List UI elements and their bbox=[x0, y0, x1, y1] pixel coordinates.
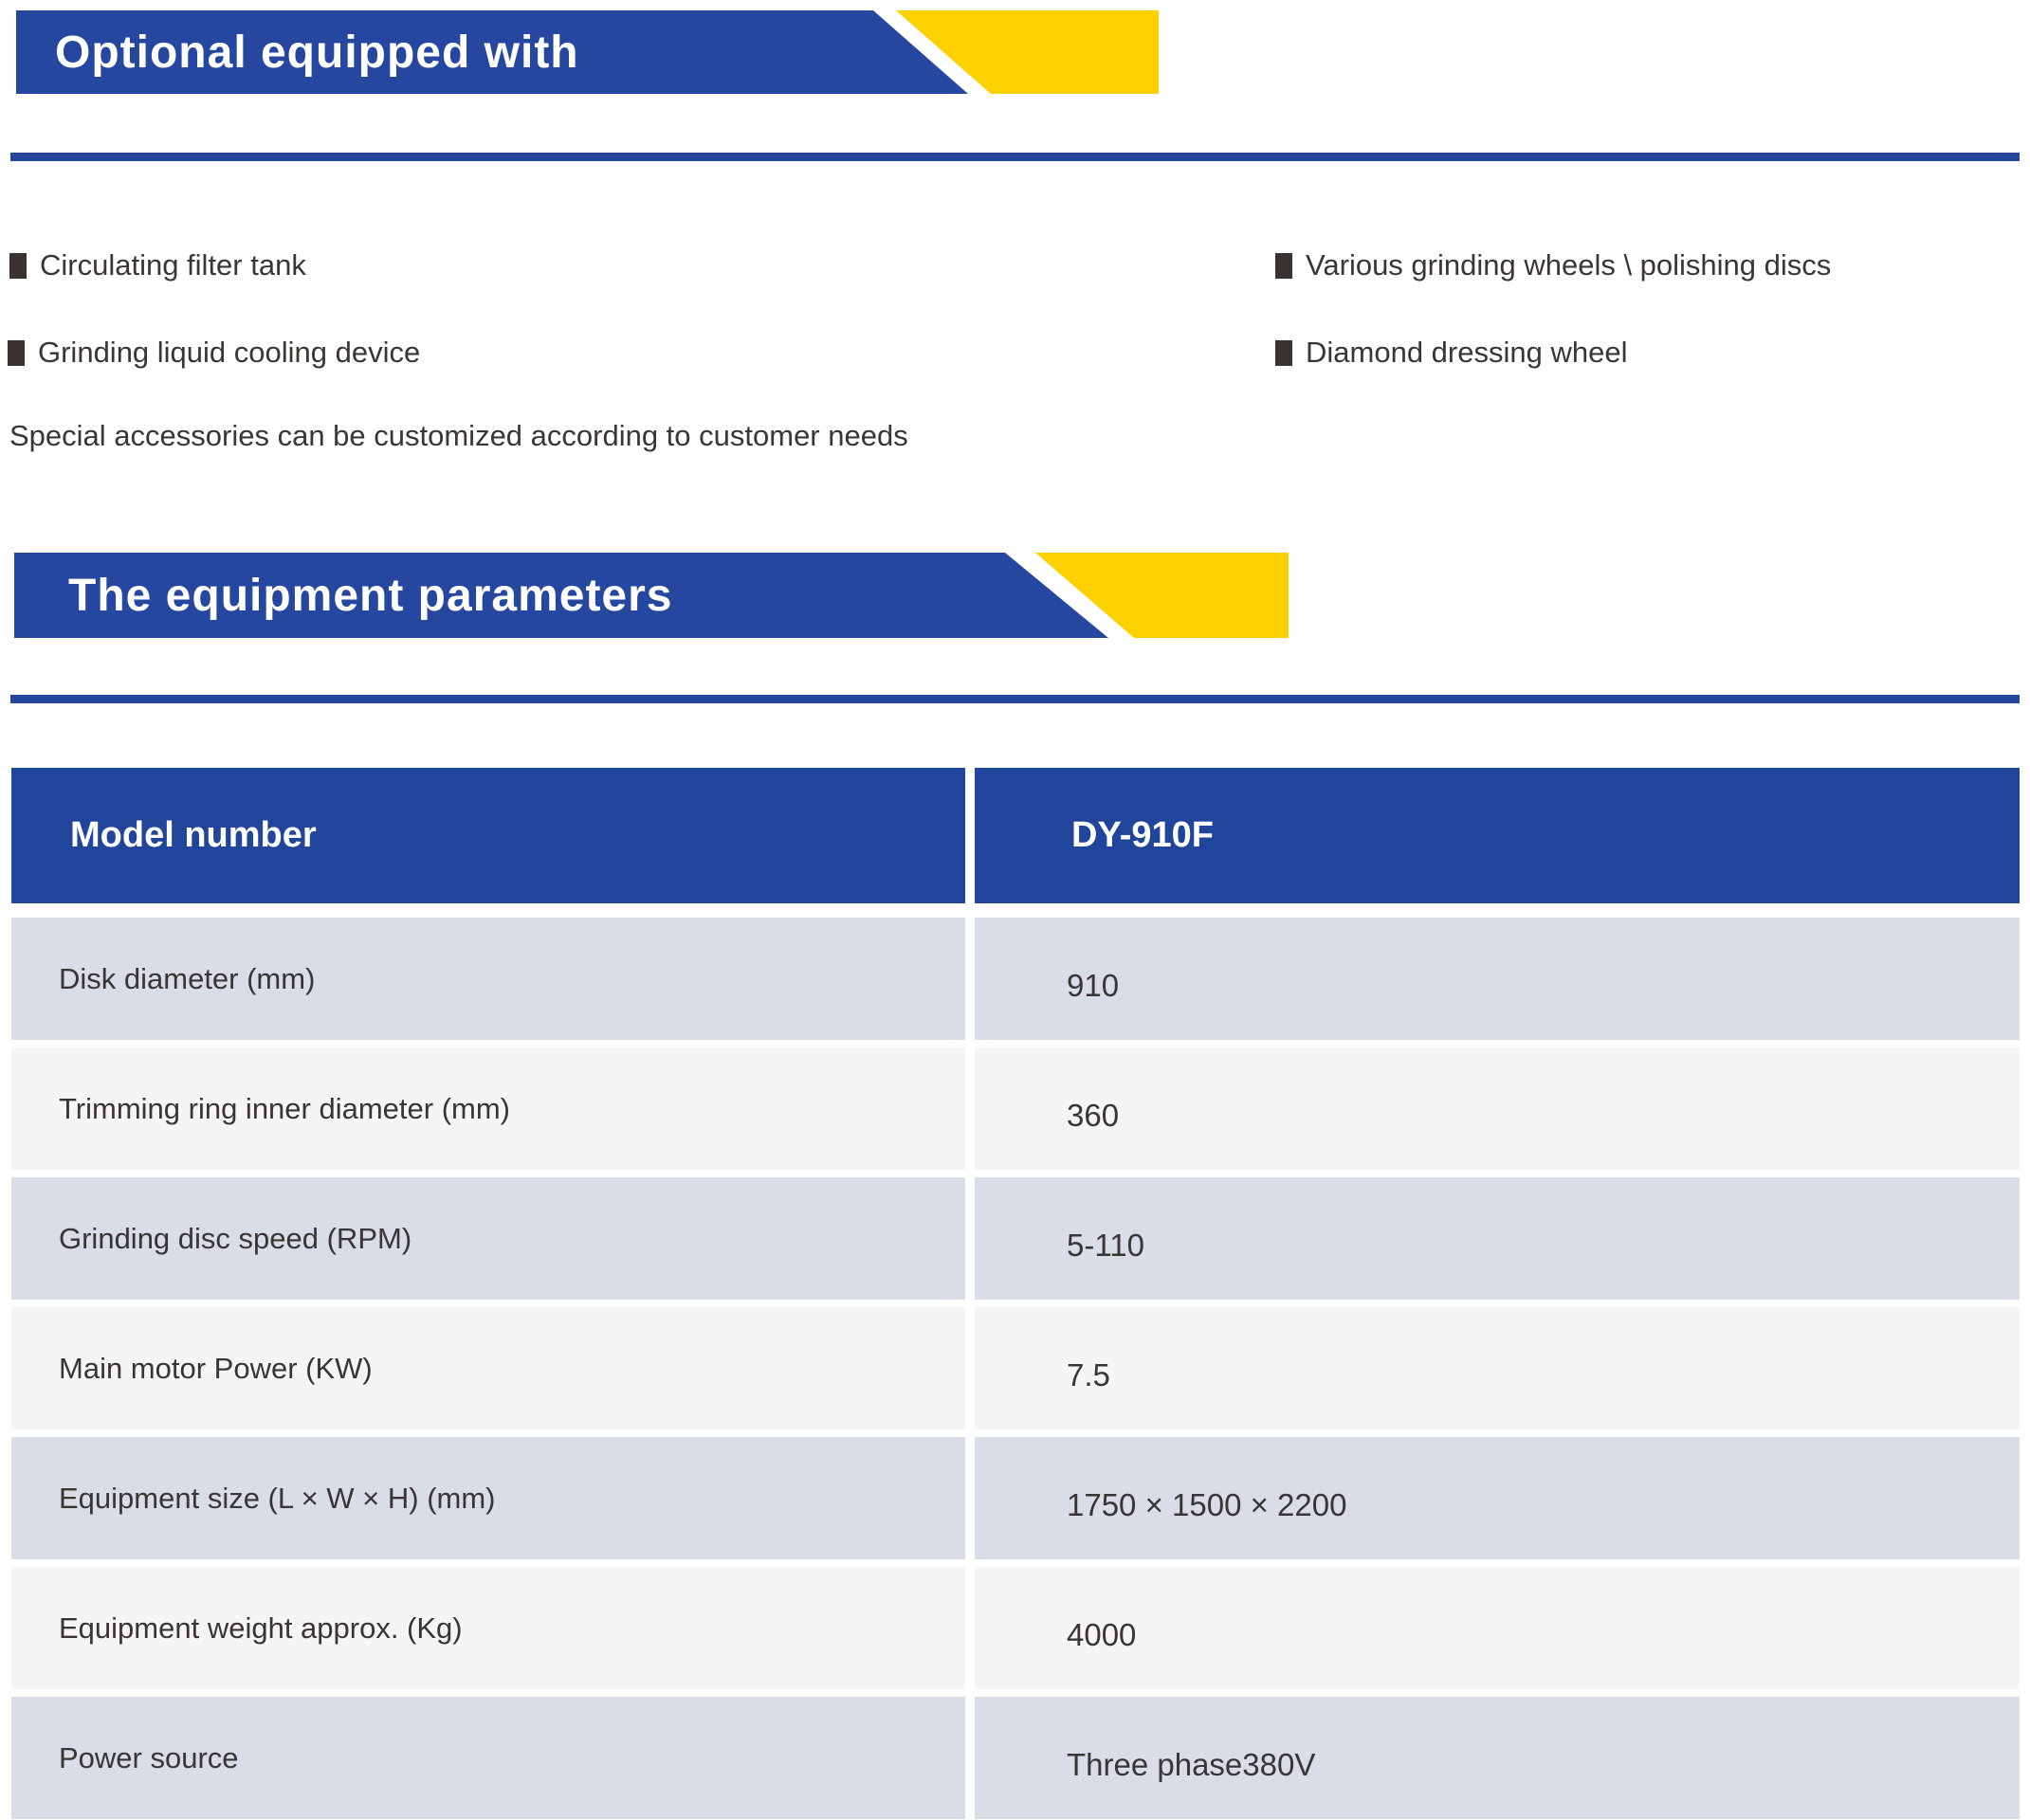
section-title-optional: Optional equipped with bbox=[55, 27, 579, 78]
table-header-row: Model number DY-910F bbox=[11, 768, 2020, 903]
section-title-parameters: The equipment parameters bbox=[68, 570, 673, 621]
row-label: Disk diameter (mm) bbox=[11, 918, 965, 1040]
table-row: Trimming ring inner diameter (mm) 360 bbox=[11, 1047, 2020, 1170]
row-value: Three phase380V bbox=[975, 1697, 2020, 1819]
list-item-label: Diamond dressing wheel bbox=[1306, 336, 1628, 369]
row-value: 4000 bbox=[975, 1567, 2020, 1689]
list-item: Diamond dressing wheel bbox=[1275, 332, 1627, 373]
row-label: Equipment weight approx. (Kg) bbox=[11, 1567, 965, 1689]
list-item-label: Grinding liquid cooling device bbox=[38, 336, 421, 369]
row-label: Grinding disc speed (RPM) bbox=[11, 1177, 965, 1300]
list-item: Circulating filter tank bbox=[9, 245, 306, 286]
row-value: 910 bbox=[975, 918, 2020, 1040]
table-row: Grinding disc speed (RPM) 5-110 bbox=[11, 1177, 2020, 1300]
table-header-model-label: Model number bbox=[11, 768, 965, 903]
table-header-model-value: DY-910F bbox=[975, 768, 2020, 903]
section-divider bbox=[10, 695, 2020, 703]
table-row: Power source Three phase380V bbox=[11, 1697, 2020, 1819]
table-row: Main motor Power (KW) 7.5 bbox=[11, 1307, 2020, 1429]
list-item-label: Circulating filter tank bbox=[40, 248, 306, 282]
row-value: 360 bbox=[975, 1047, 2020, 1170]
bullet-square-icon bbox=[1275, 252, 1292, 279]
section-banner-optional: Optional equipped with bbox=[16, 10, 968, 94]
section-banner-parameters: The equipment parameters bbox=[14, 553, 1108, 638]
list-item: Grinding liquid cooling device bbox=[8, 332, 420, 373]
table-row: Disk diameter (mm) 910 bbox=[11, 918, 2020, 1040]
customization-note: Special accessories can be customized ac… bbox=[9, 419, 908, 452]
parameters-table: Model number DY-910F Disk diameter (mm) … bbox=[11, 768, 2020, 1819]
row-value: 5-110 bbox=[975, 1177, 2020, 1300]
row-label: Trimming ring inner diameter (mm) bbox=[11, 1047, 965, 1170]
section-divider bbox=[10, 153, 2020, 161]
row-label: Main motor Power (KW) bbox=[11, 1307, 965, 1429]
row-value: 7.5 bbox=[975, 1307, 2020, 1429]
list-item: Various grinding wheels \ polishing disc… bbox=[1275, 245, 1831, 286]
table-row: Equipment weight approx. (Kg) 4000 bbox=[11, 1567, 2020, 1689]
row-label: Power source bbox=[11, 1697, 965, 1819]
table-row: Equipment size (L × W × H) (mm) 1750 × 1… bbox=[11, 1437, 2020, 1559]
bullet-square-icon bbox=[9, 252, 27, 279]
bullet-square-icon bbox=[8, 339, 25, 366]
row-label: Equipment size (L × W × H) (mm) bbox=[11, 1437, 965, 1559]
row-value: 1750 × 1500 × 2200 bbox=[975, 1437, 2020, 1559]
list-item-label: Various grinding wheels \ polishing disc… bbox=[1306, 248, 1832, 282]
bullet-square-icon bbox=[1275, 339, 1292, 366]
